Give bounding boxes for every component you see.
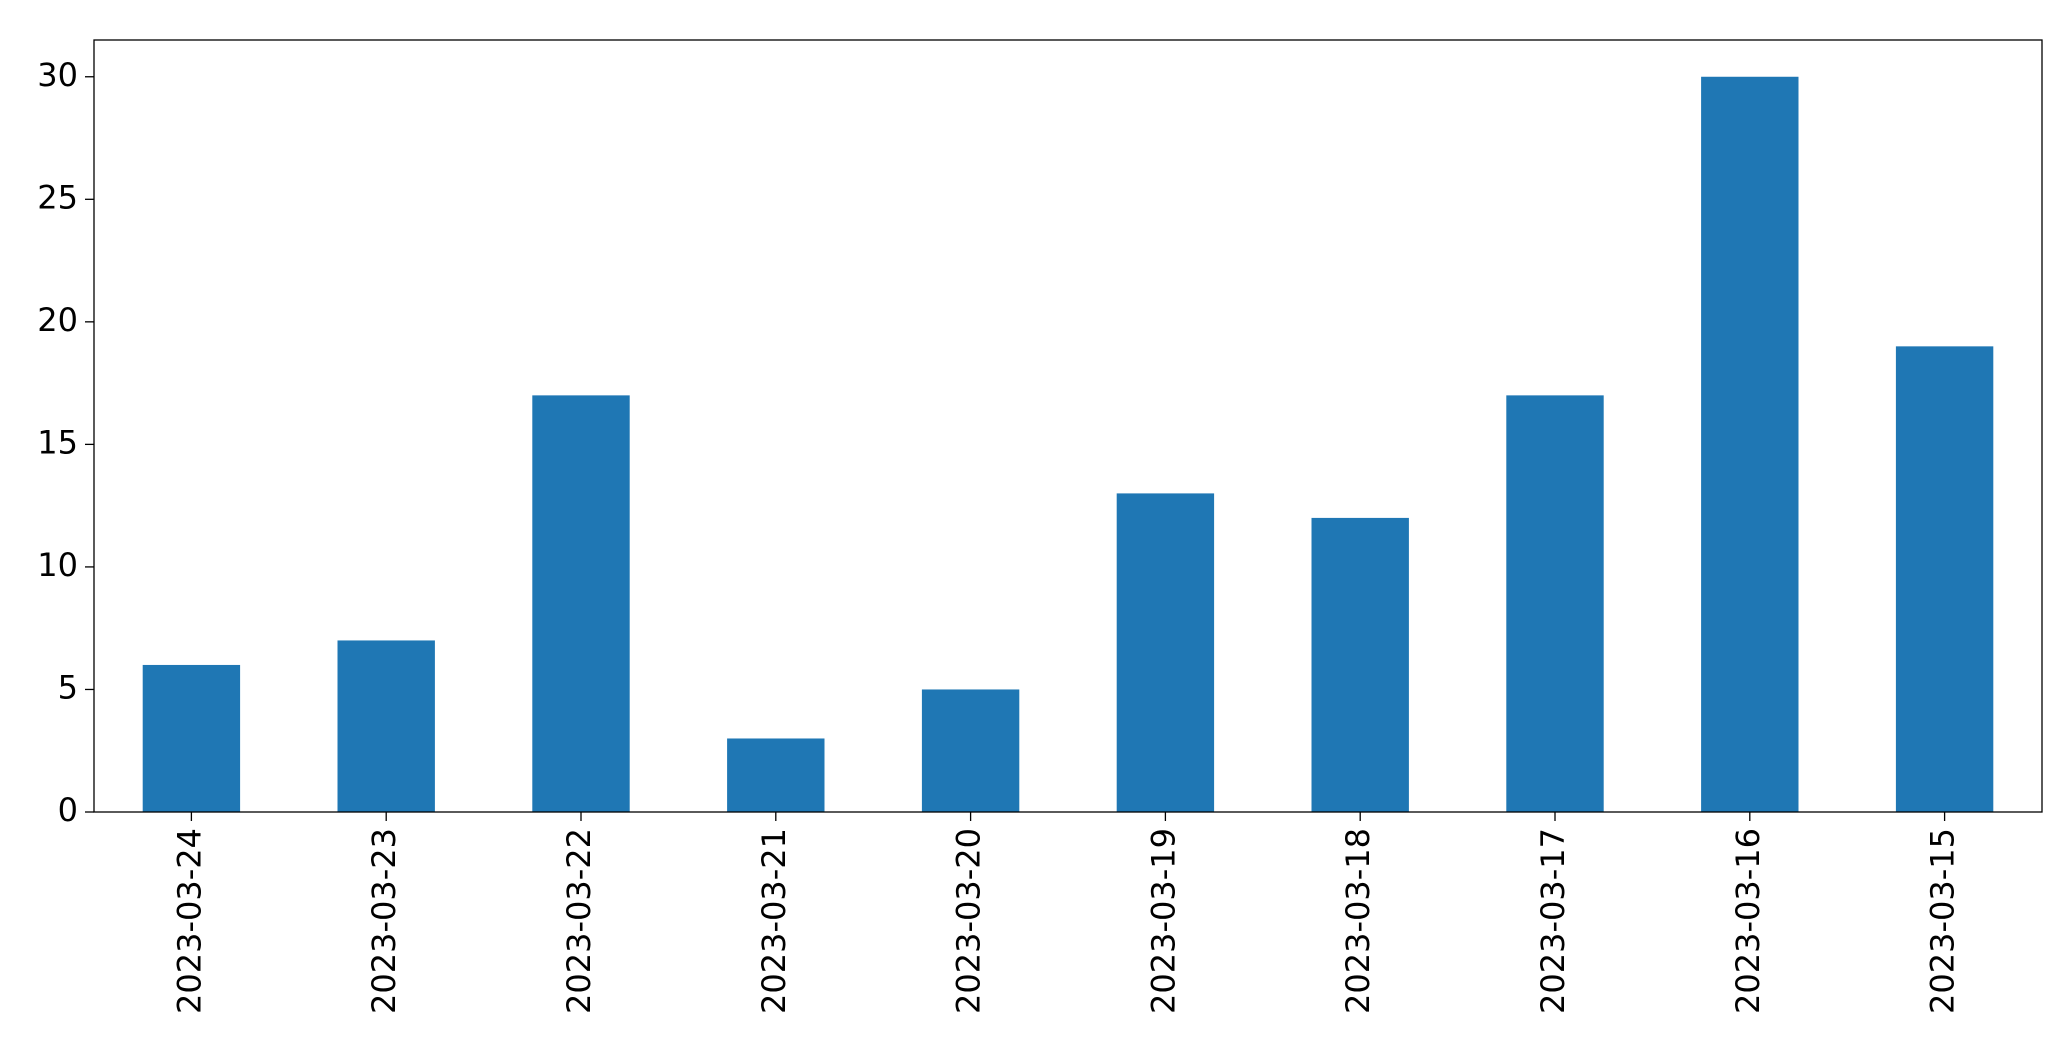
- y-tick-label: 10: [37, 546, 78, 584]
- bar: [337, 640, 435, 812]
- bar: [532, 395, 630, 812]
- x-tick-label: 2023-03-23: [365, 828, 403, 1014]
- bar: [1116, 493, 1215, 812]
- x-tick-label: 2023-03-20: [950, 828, 988, 1014]
- x-tick-label: 2023-03-18: [1339, 828, 1377, 1014]
- bar: [1895, 346, 1994, 812]
- y-tick-label: 20: [37, 301, 78, 339]
- bar: [921, 689, 1020, 812]
- plot-frame: [93, 39, 2043, 813]
- x-tick-label: 2023-03-16: [1729, 828, 1767, 1014]
- x-tick-label: 2023-03-22: [560, 828, 598, 1014]
- y-tick-label: 5: [58, 668, 78, 706]
- bar: [1701, 76, 1799, 812]
- bar: [1506, 395, 1604, 812]
- x-tick-label: 2023-03-15: [1924, 828, 1962, 1014]
- x-tick-label: 2023-03-17: [1534, 828, 1572, 1014]
- x-tick-label: 2023-03-19: [1144, 828, 1182, 1014]
- bar: [142, 664, 241, 812]
- y-tick-label: 30: [37, 56, 78, 94]
- y-tick-label: 15: [37, 423, 78, 461]
- x-tick-label: 2023-03-24: [170, 828, 208, 1014]
- x-tick-label: 2023-03-21: [755, 828, 793, 1014]
- y-tick-label: 0: [58, 791, 78, 829]
- bar: [1311, 517, 1409, 812]
- y-tick-label: 25: [37, 178, 78, 216]
- bar: [727, 738, 825, 812]
